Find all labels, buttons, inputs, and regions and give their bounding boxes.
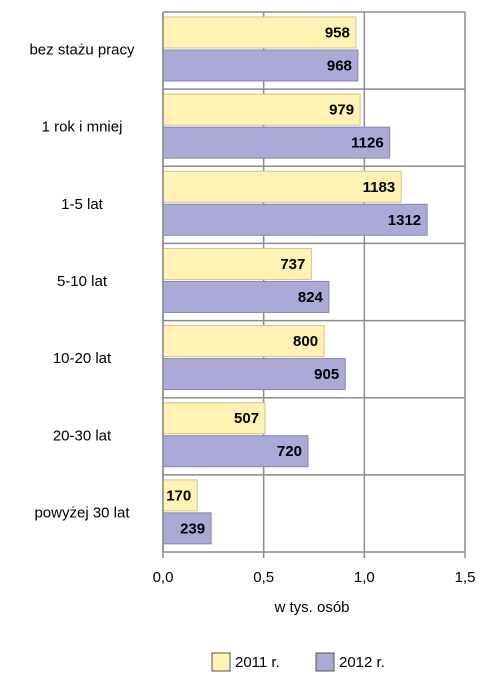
bar (162, 402, 266, 435)
y-tick-label: 10-20 lat (53, 350, 112, 367)
value-label: 968 (327, 57, 352, 74)
value-label: 1312 (388, 212, 421, 229)
x-tick-label: 1,0 (354, 569, 375, 586)
bar (162, 512, 212, 545)
x-tick-label: 0,0 (153, 569, 174, 586)
bar (162, 126, 391, 159)
x-axis-title: w tys. osób (273, 599, 349, 616)
value-label: 720 (277, 443, 302, 460)
legend-swatch (211, 652, 231, 672)
bar (162, 435, 309, 468)
value-label: 1126 (351, 135, 384, 152)
y-tick-label: powyżej 30 lat (34, 504, 130, 521)
bar (162, 280, 330, 313)
value-label: 824 (298, 289, 324, 306)
bar (162, 93, 361, 126)
y-tick-label: 5-10 lat (57, 273, 108, 290)
legend-label: 2012 r. (339, 654, 385, 671)
y-tick-label: 1-5 lat (61, 196, 104, 213)
x-tick-label: 0,5 (253, 569, 274, 586)
value-label: 507 (234, 410, 259, 427)
bar (162, 49, 359, 82)
value-label: 905 (314, 366, 339, 383)
x-tick-label: 1,5 (455, 569, 476, 586)
y-tick-label: 1 rok i mniej (42, 119, 123, 136)
value-label: 800 (293, 333, 318, 350)
bar (162, 325, 325, 358)
value-label: 1183 (363, 179, 396, 196)
legend-swatch (315, 652, 335, 672)
y-tick-label: 20-30 lat (53, 427, 112, 444)
bar (162, 358, 346, 391)
bar (162, 16, 357, 49)
value-label: 958 (325, 24, 350, 41)
value-label: 170 (166, 487, 191, 504)
value-label: 979 (329, 102, 354, 119)
value-label: 737 (280, 256, 305, 273)
value-label: 239 (180, 520, 205, 537)
y-tick-label: bez stażu pracy (29, 42, 135, 59)
legend-label: 2011 r. (235, 654, 280, 671)
